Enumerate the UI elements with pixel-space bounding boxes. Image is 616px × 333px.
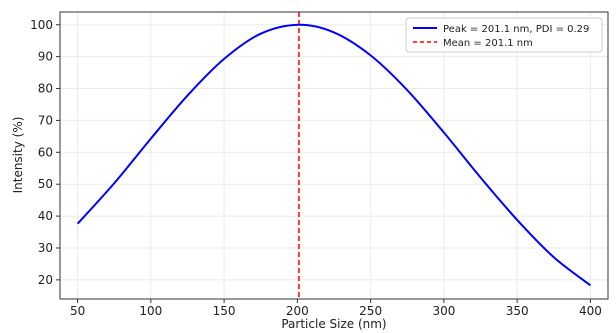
y-tick-label: 60 xyxy=(38,145,53,159)
y-tick-label: 90 xyxy=(38,50,53,64)
x-tick-label: 300 xyxy=(432,304,455,318)
x-tick-label: 100 xyxy=(139,304,162,318)
legend-peak-label: Peak = 201.1 nm, PDI = 0.29 xyxy=(443,24,589,35)
y-tick-label: 80 xyxy=(38,82,53,96)
y-axis-title: Intensity (%) xyxy=(11,117,25,194)
x-tick-label: 350 xyxy=(506,304,529,318)
y-tick-label: 20 xyxy=(38,273,53,287)
x-tick-label: 250 xyxy=(359,304,382,318)
y-tick-label: 30 xyxy=(38,241,53,255)
grid xyxy=(60,12,608,299)
x-tick-label: 150 xyxy=(213,304,236,318)
legend: Peak = 201.1 nm, PDI = 0.29 Mean = 201.1… xyxy=(405,17,603,53)
legend-box xyxy=(405,17,603,53)
intensity-curve xyxy=(76,23,592,287)
legend-mean-label: Mean = 201.1 nm xyxy=(443,38,533,49)
y-tick-label: 70 xyxy=(38,113,53,127)
x-axis-title: Particle Size (nm) xyxy=(281,317,386,331)
x-tick-label: 400 xyxy=(579,304,602,318)
x-tick-label: 50 xyxy=(70,304,85,318)
x-tick-label: 200 xyxy=(286,304,309,318)
plot-frame xyxy=(59,11,609,300)
y-tick-label: 50 xyxy=(38,177,53,191)
ticks: 50 100 150 200 250 300 350 400 20 30 40 50 60 70 80 90 1… xyxy=(30,18,602,318)
y-tick-label: 40 xyxy=(38,209,53,223)
y-tick-label: 100 xyxy=(30,18,53,32)
series-layer xyxy=(76,23,592,287)
